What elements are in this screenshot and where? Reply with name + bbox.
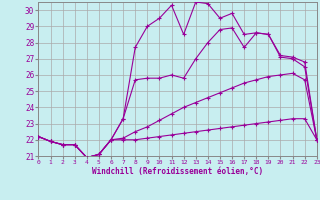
X-axis label: Windchill (Refroidissement éolien,°C): Windchill (Refroidissement éolien,°C) xyxy=(92,167,263,176)
